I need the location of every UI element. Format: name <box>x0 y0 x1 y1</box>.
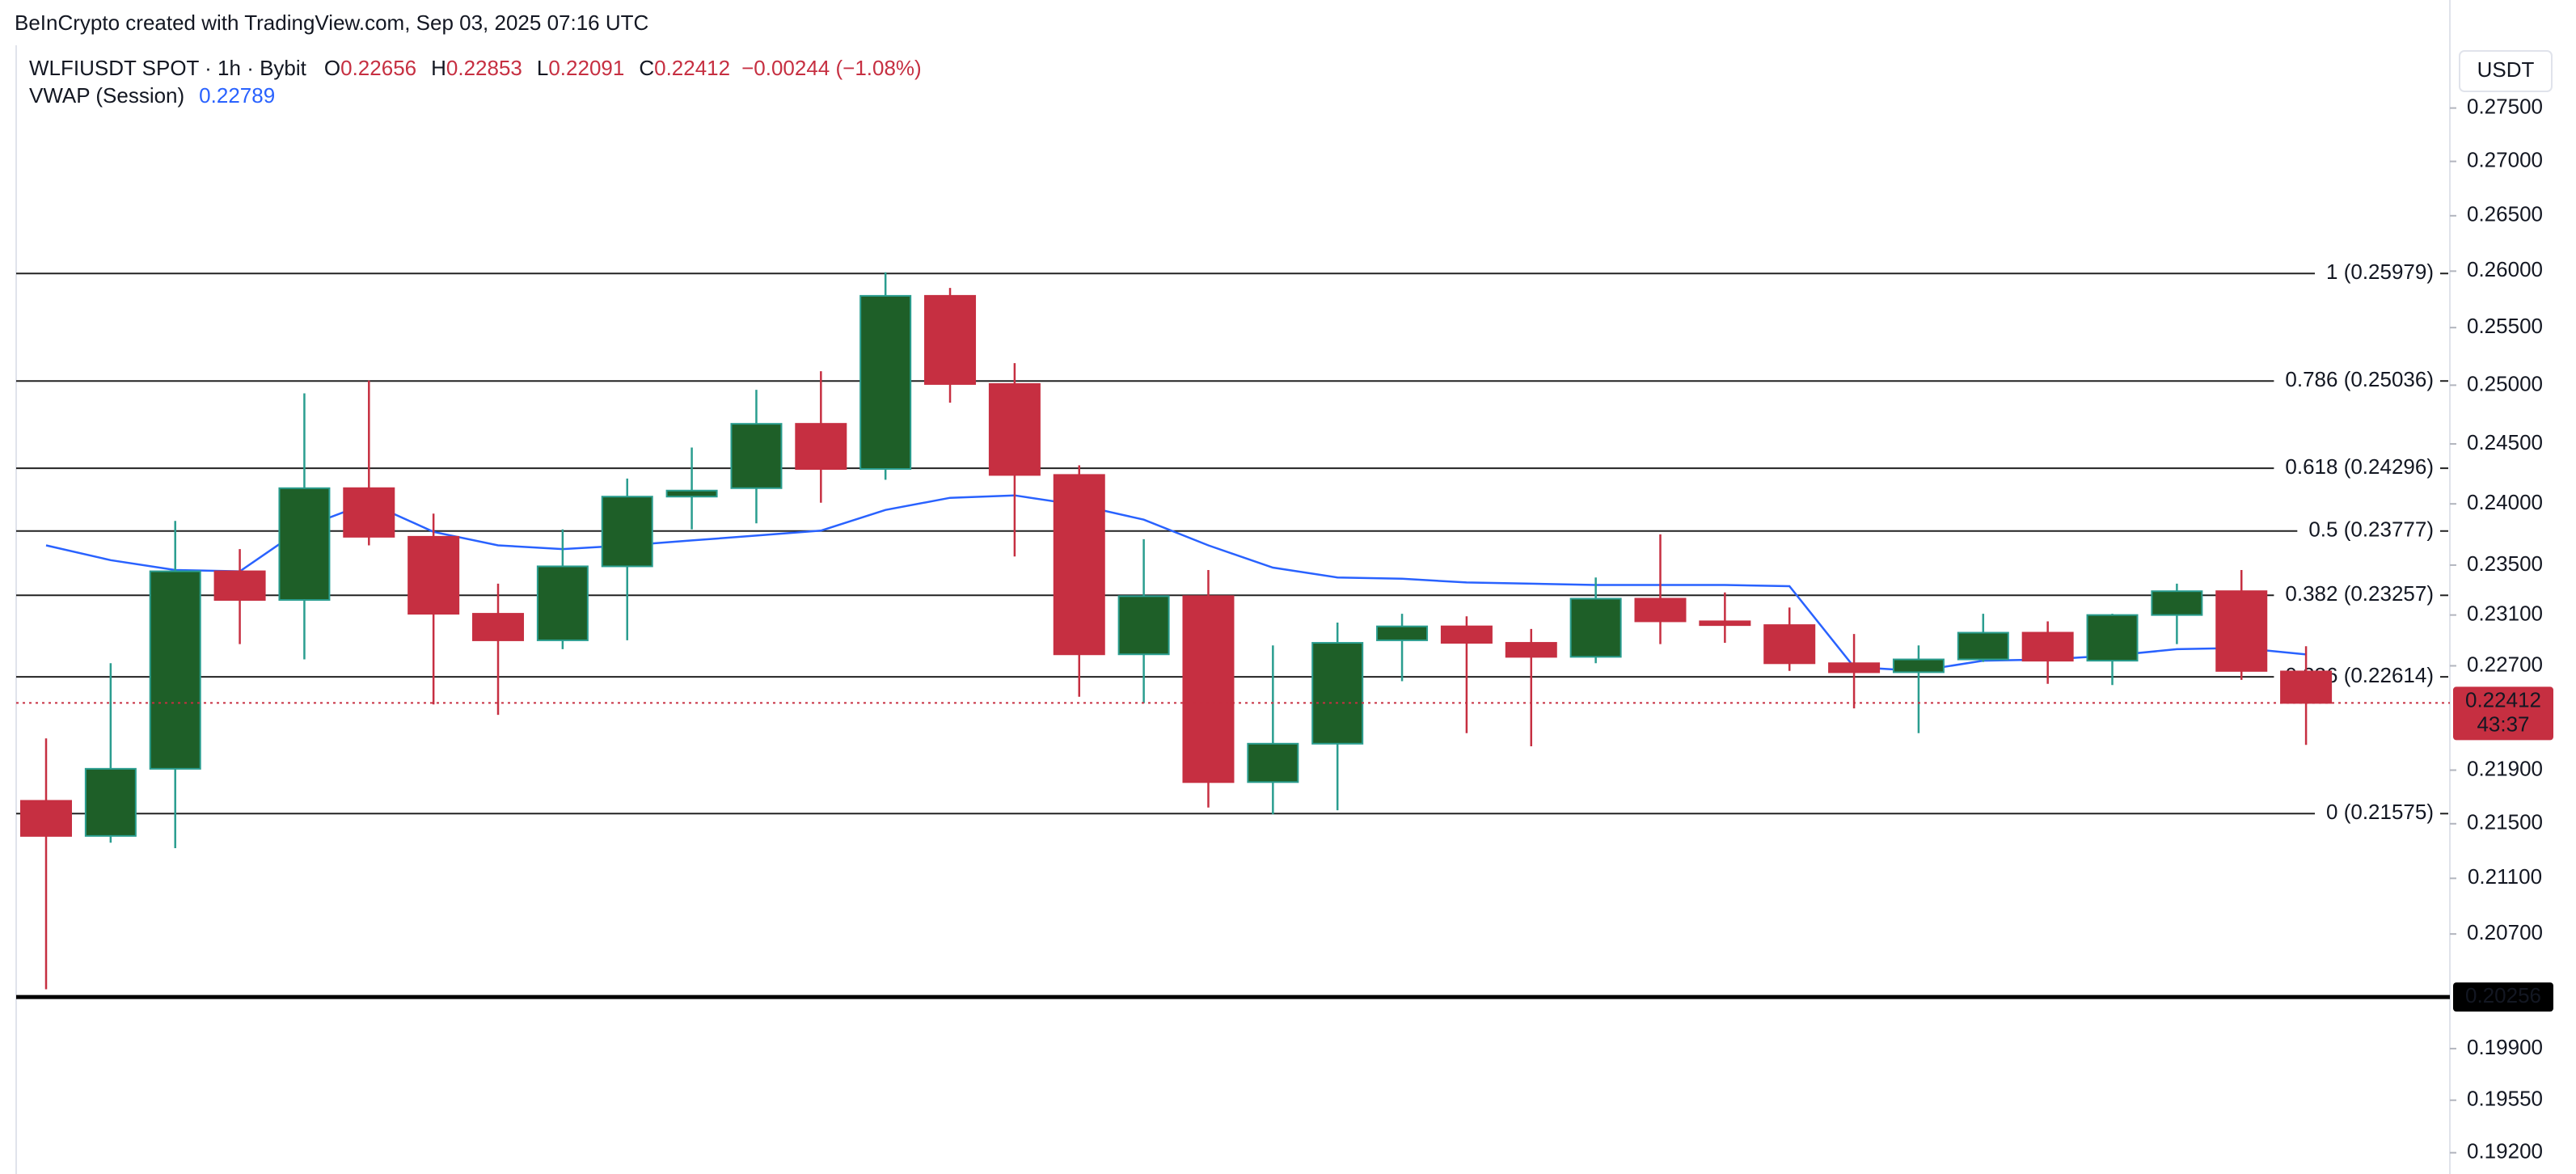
candle-body <box>408 535 460 615</box>
vwap-name: VWAP (Session) <box>29 83 184 108</box>
fib-label: 1 (0.25979) <box>2326 260 2434 284</box>
candle-body <box>730 423 783 489</box>
candle-body <box>1182 595 1235 783</box>
candle-body <box>149 570 201 770</box>
candle-body <box>1957 631 2009 661</box>
candle-body <box>1247 742 1299 783</box>
y-tick-label: 0.23500 <box>2467 551 2543 576</box>
candle-body <box>2280 670 2333 704</box>
currency: USDT <box>2477 57 2535 82</box>
candle-body <box>924 294 977 385</box>
y-tick-label: 0.24000 <box>2467 490 2543 514</box>
y-tick-label: 0.20700 <box>2467 920 2543 944</box>
candle-body <box>343 487 395 538</box>
candle-body <box>1117 595 1170 656</box>
legend-vwap: VWAP (Session) 0.22789 <box>29 83 275 108</box>
y-tick-label: 0.27500 <box>2467 94 2543 118</box>
candle-body <box>278 487 331 602</box>
ohlc-key: C <box>639 56 654 80</box>
credit: BeInCrypto created with TradingView.com,… <box>15 11 648 35</box>
candle-body <box>1311 642 1364 745</box>
candle-body <box>1699 620 1751 627</box>
candle-body <box>213 570 266 602</box>
candle-body <box>795 423 847 470</box>
candle-body <box>1569 598 1622 658</box>
candle-body <box>1440 625 1493 644</box>
fib-label: 0 (0.21575) <box>2326 800 2434 824</box>
y-tick-label: 0.23100 <box>2467 602 2543 626</box>
candle-body <box>601 496 653 568</box>
candle-body <box>2021 631 2074 662</box>
support-label: 0.20256 <box>2465 983 2541 1007</box>
y-tick-label: 0.22700 <box>2467 652 2543 676</box>
candle-body <box>84 767 137 837</box>
ohlc-value: 0.22412 <box>654 56 730 80</box>
candle-body <box>988 382 1041 476</box>
legend-ohlc: WLFIUSDT SPOT · 1h · Bybit O0.22656 H0.228… <box>29 56 922 80</box>
y-tick-label: 0.21100 <box>2468 864 2542 889</box>
candle-body <box>1763 624 1816 665</box>
y-tick-label: 0.19200 <box>2467 1139 2543 1163</box>
y-tick-label: 0.26500 <box>2467 202 2543 226</box>
fib-label: 0.618 (0.24296) <box>2285 454 2434 479</box>
candle-body <box>1828 662 1881 674</box>
candle-body <box>472 613 525 641</box>
y-tick-label: 0.19550 <box>2467 1087 2543 1111</box>
candle-body <box>536 565 589 641</box>
candle-body <box>1376 625 1429 641</box>
candle-body <box>2086 614 2139 662</box>
candle-body <box>20 800 72 837</box>
candle-body <box>1053 474 1105 656</box>
y-tick-label: 0.27000 <box>2467 147 2543 171</box>
candle-body <box>1634 598 1687 623</box>
ohlc-key: H <box>431 56 446 80</box>
candle-body <box>1505 642 1557 658</box>
price-badge <box>2453 686 2553 741</box>
price-label: 0.22412 <box>2465 687 2541 712</box>
fib-label: 0.382 (0.23257) <box>2285 581 2434 606</box>
y-tick-label: 0.25500 <box>2467 314 2543 338</box>
y-tick-label: 0.21900 <box>2467 756 2543 780</box>
ohlc-key: O <box>324 56 340 80</box>
countdown: 43:37 <box>2477 712 2529 736</box>
currency-box <box>2459 50 2553 92</box>
ohlc-value: 0.22853 <box>446 56 522 80</box>
candle-body <box>2215 590 2268 672</box>
symbol: WLFIUSDT SPOT · 1h · Bybit <box>29 56 307 80</box>
ohlc-value: 0.22656 <box>340 56 416 80</box>
fib-label: 0.5 (0.23777) <box>2308 517 2434 542</box>
vwap-value: 0.22789 <box>199 83 275 108</box>
ohlc-key: L <box>537 56 548 80</box>
fib-label: 0.786 (0.25036) <box>2285 367 2434 391</box>
ohlc-value: 0.22091 <box>548 56 624 80</box>
y-tick-label: 0.19900 <box>2467 1035 2543 1059</box>
change: −0.00244 (−1.08%) <box>741 56 922 80</box>
y-tick-label: 0.21500 <box>2467 810 2543 834</box>
candle-body <box>859 294 912 470</box>
candle-body <box>665 489 718 498</box>
y-tick-label: 0.26000 <box>2467 257 2543 281</box>
y-tick-label: 0.24500 <box>2467 430 2543 454</box>
candle-body <box>2151 590 2203 616</box>
candle-body <box>1892 658 1945 674</box>
y-tick-label: 0.25000 <box>2467 371 2543 395</box>
support-badge <box>2453 982 2553 1012</box>
